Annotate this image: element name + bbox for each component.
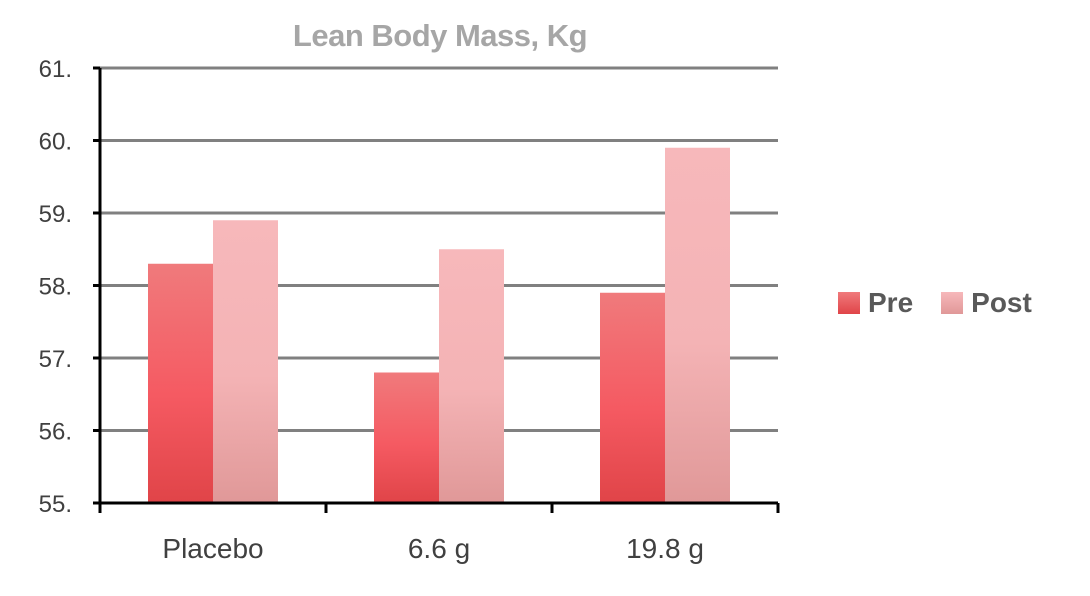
- x-tick-label: 6.6 g: [408, 533, 470, 564]
- bar-post-2: [665, 147, 730, 503]
- legend: Pre Post: [838, 287, 1060, 319]
- legend-swatch-post: [941, 292, 964, 314]
- bar-pre-2: [600, 292, 665, 503]
- y-tick-label: 61.: [39, 56, 72, 83]
- legend-item-pre: Pre: [838, 287, 913, 319]
- y-tick-label: 58.: [39, 274, 72, 301]
- legend-item-post: Post: [941, 287, 1032, 319]
- legend-label-pre: Pre: [868, 287, 914, 318]
- bar-post-1: [439, 249, 504, 503]
- legend-label-post: Post: [971, 287, 1032, 318]
- bar-post-0: [213, 220, 278, 503]
- x-tick-label: 19.8 g: [626, 533, 704, 564]
- bar-pre-0: [148, 263, 213, 503]
- y-tick-label: 60.: [39, 129, 72, 156]
- y-tick-label: 59.: [39, 201, 72, 228]
- y-tick-label: 57.: [39, 346, 72, 373]
- y-tick-label: 56.: [39, 419, 72, 446]
- y-tick-label: 55.: [39, 491, 72, 518]
- chart-title: Lean Body Mass, Kg: [292, 18, 588, 53]
- bar-pre-1: [374, 372, 439, 503]
- x-tick-label: Placebo: [162, 533, 263, 564]
- legend-swatch-pre: [838, 292, 860, 314]
